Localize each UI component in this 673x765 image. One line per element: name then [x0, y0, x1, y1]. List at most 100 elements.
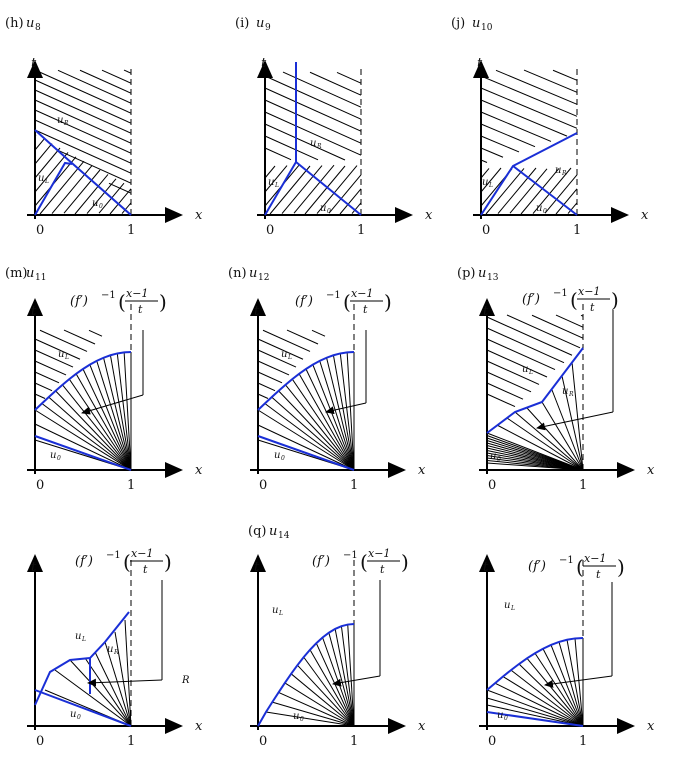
hatch-line: [39, 329, 88, 352]
tick-zero: 0: [259, 734, 267, 749]
formula-exponent: −1: [343, 550, 358, 561]
hatch-line: [34, 79, 132, 124]
panel-letter: (h): [5, 16, 24, 31]
hatch-line: [509, 168, 548, 214]
fan-line: [339, 353, 355, 471]
region-u-l: u: [504, 600, 510, 611]
fan-line: [272, 701, 355, 727]
t-axis-label: t: [31, 56, 37, 71]
t-axis-label: t: [254, 304, 260, 319]
region-u-l: u: [38, 173, 44, 184]
formula-paren-open: (: [360, 550, 368, 574]
fan-line: [514, 411, 584, 471]
tick-one: 1: [350, 734, 358, 749]
tick-zero: 0: [488, 734, 496, 749]
region-u-r-subscript: R: [316, 143, 322, 150]
x-axis-label: x: [418, 719, 426, 734]
hatch-line: [34, 382, 53, 392]
region-u-0: u: [536, 203, 542, 214]
formula-exponent: −1: [101, 290, 116, 301]
region-u-l-subscript: L: [81, 636, 86, 643]
fan-line: [502, 676, 584, 727]
region-u-0-subscript: 0: [497, 456, 501, 463]
region-u-l-subscript: L: [274, 182, 279, 189]
tick-one: 1: [579, 734, 587, 749]
panel-subscript: 9: [265, 23, 271, 33]
shock-curve: [34, 689, 132, 727]
fan-line: [340, 626, 355, 727]
formula-paren-open: (: [343, 290, 351, 314]
hatch-line: [264, 99, 362, 144]
fan-line: [297, 664, 355, 727]
hatch-line: [316, 165, 358, 214]
formula-arrow: [332, 675, 381, 687]
fan-line: [34, 423, 132, 471]
hatch-line: [257, 382, 276, 392]
hatch-line: [486, 338, 556, 371]
hatch-line: [264, 123, 346, 161]
hatch-line: [486, 393, 516, 408]
region-u-l-subscript: L: [510, 605, 515, 612]
hatch-line: [480, 87, 578, 129]
fan-line: [109, 355, 132, 471]
hatch-line: [34, 99, 132, 144]
t-axis-label: t: [477, 56, 483, 71]
tick-zero: 0: [36, 478, 44, 493]
fan-line: [278, 390, 355, 471]
panel-letter: (p): [457, 266, 475, 281]
fan-line: [298, 373, 355, 471]
hatch-line: [544, 174, 578, 214]
hatch-line: [34, 129, 132, 174]
formula-paren-close: ): [611, 288, 619, 312]
hatch-line: [309, 71, 362, 96]
formula-f-prime-inverse: (f′): [522, 292, 540, 307]
formula-exponent: −1: [326, 290, 341, 301]
hatch-line: [34, 138, 45, 151]
x-axis-label: x: [195, 463, 203, 478]
x-axis-label: x: [641, 208, 649, 223]
region-u-l: u: [58, 349, 64, 360]
panel-subscript: 10: [481, 23, 493, 33]
hatch-line: [497, 167, 537, 214]
rarefaction-edge: [257, 351, 355, 411]
hatch-line: [57, 69, 132, 104]
fan-line: [319, 360, 355, 471]
hatch-line: [74, 174, 109, 215]
region-u-0: u: [320, 203, 326, 214]
region-u-0-subscript: 0: [504, 715, 508, 722]
fan-line: [526, 658, 584, 727]
region-u-0: u: [274, 450, 280, 461]
shock-curve: [264, 160, 362, 216]
formula-paren-open: (: [570, 288, 578, 312]
hatch-line: [495, 69, 578, 105]
rarefaction-edge: [34, 351, 132, 411]
hatch-line: [555, 314, 584, 328]
region-u-r: u: [57, 115, 63, 126]
fan-line: [124, 619, 132, 727]
fan-line: [278, 691, 355, 727]
fan-line: [305, 368, 355, 471]
tick-zero: 0: [259, 478, 267, 493]
region-u-l-subscript: L: [44, 178, 49, 185]
hatch-line: [34, 393, 46, 399]
region-u-l-subscript: L: [488, 182, 493, 189]
region-u-r-subscript: R: [561, 170, 567, 177]
fan-line: [551, 389, 584, 471]
panel-subscript: 14: [278, 531, 290, 541]
fan-line: [41, 403, 132, 471]
hatch-line: [281, 165, 323, 214]
hatch-line: [121, 202, 132, 214]
hatch-line: [79, 69, 132, 94]
panel-q-left: tx0 1(f′) −1(x−1t)u Lu Ru 0: [27, 547, 203, 749]
fan-line: [114, 631, 132, 727]
region-u-l: u: [482, 177, 488, 188]
hatch-line: [520, 168, 560, 215]
hatch-line: [480, 135, 520, 153]
hatch-line: [339, 188, 362, 215]
x-axis-label: x: [425, 208, 433, 223]
tick-one: 1: [127, 734, 135, 749]
hatch-line: [34, 371, 60, 384]
